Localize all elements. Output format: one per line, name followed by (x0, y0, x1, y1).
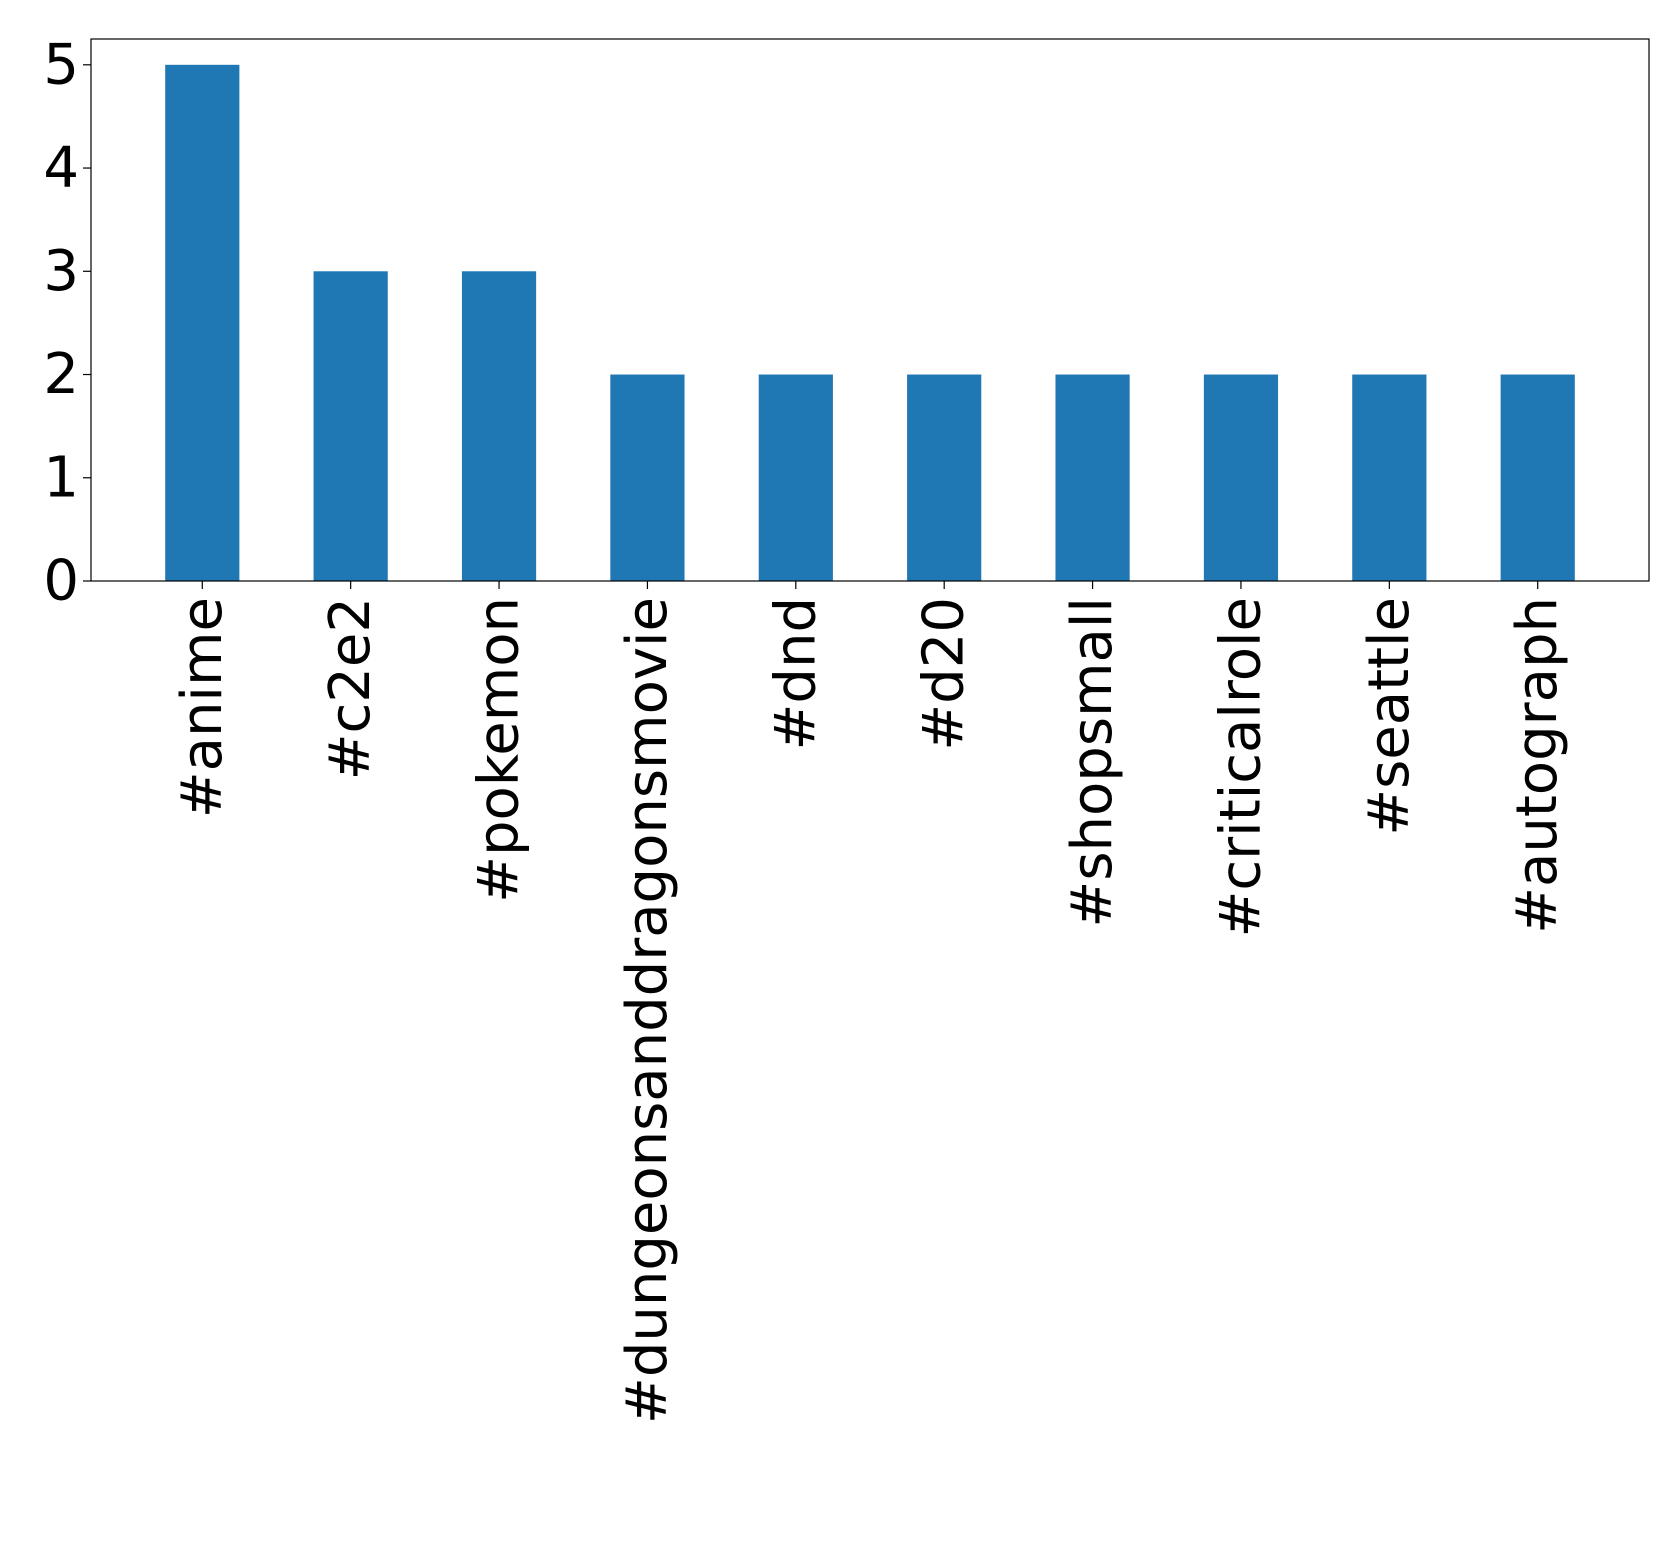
x-tick-label: #pokemon (467, 597, 532, 903)
x-tick-label: #dungeonsanddragonsmovie (615, 597, 680, 1424)
bar-autograph (1500, 374, 1575, 581)
x-tick-label: #autograph (1505, 597, 1570, 934)
bar-criticalrole (1203, 374, 1279, 581)
x-axis: #anime #c2e2 #pokemon #dungeonsanddragonsmo… (170, 581, 1570, 1424)
x-tick-label: #dnd (763, 597, 828, 751)
x-tick-label: #seattle (1357, 597, 1422, 836)
x-tick-label: #d20 (912, 597, 977, 751)
y-tick-label: 2 (43, 342, 79, 407)
bar-d20 (907, 374, 982, 581)
bar-pokemon (461, 271, 537, 581)
x-tick-label: #criticalrole (1208, 597, 1273, 938)
bar-seattle (1352, 374, 1427, 581)
y-tick-label: 1 (43, 445, 79, 510)
x-tick-label: #c2e2 (318, 597, 383, 780)
bar-shopsmall (1055, 374, 1130, 581)
x-tick-label: #anime (170, 597, 235, 818)
y-tick-label: 3 (43, 239, 79, 304)
y-axis: 0 1 2 3 4 5 (43, 32, 91, 614)
bar-c2e2 (313, 271, 388, 581)
plot-frame (90, 38, 1650, 582)
x-tick-label: #shopsmall (1060, 597, 1125, 928)
bar-anime (165, 64, 240, 582)
y-tick-label: 4 (43, 136, 79, 201)
y-tick-label: 5 (43, 32, 79, 97)
bars-group (165, 64, 1575, 582)
y-tick-label: 0 (43, 549, 79, 614)
bar-dungeonsanddragonsmovie (610, 374, 685, 581)
bar-dnd (758, 374, 833, 581)
